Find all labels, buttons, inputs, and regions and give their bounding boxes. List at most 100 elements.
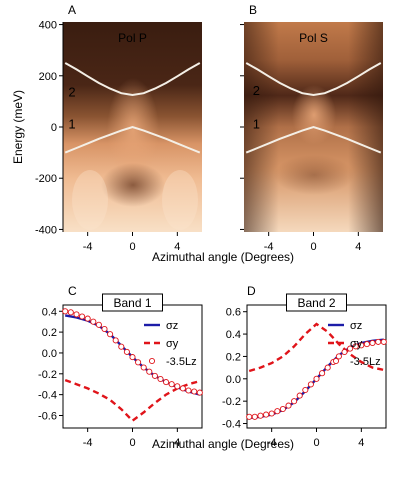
panel-c-series-2-point [79, 313, 86, 320]
panel-d-title-box [286, 293, 347, 312]
panel-d-series-2-point [257, 412, 264, 419]
top-x-axis-label: Azimuthal angle (Degrees) [152, 250, 294, 264]
panel-d-series-2-point [352, 343, 359, 350]
panel-c-series-2-point [129, 354, 136, 361]
panel-d-ytick-label: -0.2 [222, 396, 241, 408]
panel-c-series-2-point [140, 364, 147, 371]
panel-a-xtick-label: -4 [83, 241, 93, 253]
panel-d-series-2-point [369, 339, 376, 347]
panel-d-legend-swatch-lz [332, 357, 340, 365]
panel-c-series-2-point [84, 315, 91, 322]
panel-d-legend-label: σy [350, 338, 363, 350]
panel-a-letter: A [68, 3, 76, 17]
panel-d-series-2-point [313, 375, 320, 382]
panel-d-series-2-point [358, 342, 365, 349]
panel-b-band-1-curve [245, 125, 382, 154]
panel-b-title: Pol S [299, 31, 328, 45]
panel-a-band-label: 1 [68, 116, 75, 131]
panel-c-series-2-point [151, 372, 158, 379]
panel-c-legend-label: σz [166, 320, 178, 332]
panel-d-xtick-label: 4 [358, 437, 364, 449]
panel-d-series-2-point [319, 370, 326, 377]
panel-c-series-2-point [101, 325, 108, 333]
panel-d-xtick-label: 0 [313, 437, 319, 449]
panel-d-series-2-point [302, 386, 309, 394]
panel-d-series-2-point [251, 413, 258, 420]
panel-c-series-2-point [73, 311, 80, 318]
panel-c-series-2-point [196, 389, 203, 396]
panel-c-series-2-point [95, 321, 102, 328]
panel-d-ytick-label: 0.0 [226, 374, 241, 386]
panel-d-series-2-point [341, 348, 348, 356]
panel-d-series-2-point [291, 398, 298, 405]
bottom-x-axis-label: Azimuthal angle (Degrees) [152, 437, 294, 451]
panel-b-letter: B [249, 3, 257, 17]
panel-c-series-2-point [90, 318, 97, 325]
panel-c-series-2-point [107, 331, 114, 338]
panel-d-ytick-label: 0.2 [226, 351, 241, 363]
panel-c-series-2-point [146, 368, 153, 375]
panel-d-series-2-point [307, 381, 314, 388]
panel-c-letter: C [68, 284, 77, 298]
panel-d-series-2-point [375, 338, 382, 345]
panel-d-series-2-point [246, 413, 253, 420]
panel-a-ytick-label: 0 [51, 122, 57, 134]
panel-a-band-label: 2 [68, 84, 75, 99]
panel-c-ytick-label: 0.4 [42, 306, 57, 318]
panel-b-xtick-label: -4 [264, 241, 274, 253]
panel-c-ytick-label: 0.2 [42, 327, 57, 339]
panel-d-series-2-point [347, 345, 354, 352]
panel-d-series-2-point [363, 341, 370, 348]
panel-c-ytick-label: 0.0 [42, 348, 57, 360]
panel-d-series-2-point [324, 364, 331, 371]
panel-c-series-2-point [67, 309, 74, 316]
panel-d-series-2-point [380, 338, 387, 345]
panel-d-series-2-point [279, 405, 286, 413]
panel-c-series-2-point [185, 387, 192, 394]
panel-d-series-2-point [285, 402, 292, 409]
panel-d-ytick-label: 0.4 [226, 329, 241, 341]
panel-c-xtick-label: 0 [129, 437, 135, 449]
panel-c-title: Band 1 [113, 296, 151, 310]
panel-a-band-2-curve [64, 62, 201, 97]
panel-d-xtick-label: -4 [267, 437, 277, 449]
panel-c-legend-swatch-lz [148, 357, 156, 365]
panel-c-ytick-label: -0.2 [38, 369, 57, 381]
panel-a-ytick-label: -400 [35, 224, 57, 236]
panel-a-ytick-label: 200 [39, 71, 57, 83]
panel-b-band-label: 1 [253, 116, 260, 131]
panel-d-series-2-point [263, 411, 270, 418]
panel-a-ytick-label: 400 [39, 20, 57, 32]
panel-c-title-box [102, 293, 163, 312]
panel-c-series-2-point [174, 383, 181, 390]
panel-c-legend-label: -3.5Lz [166, 356, 197, 368]
panel-a-band-1-curve [64, 125, 201, 154]
panel-c-series-2-point [112, 337, 119, 344]
panel-b-band-2-curve [245, 62, 382, 97]
panel-c-xtick-label: -4 [83, 437, 93, 449]
panel-a-ytick-label: -200 [35, 173, 57, 185]
panel-c-series-2-point [191, 388, 198, 395]
panel-d-series-2-point [274, 408, 281, 415]
panel-c-series-2-point [123, 348, 130, 355]
panel-a-heatmap [63, 22, 202, 232]
panel-a-xtick-label: 0 [129, 241, 135, 253]
panel-c-legend-label: σy [166, 338, 179, 350]
panel-d-ytick-label: 0.6 [226, 307, 241, 319]
panel-b-band-label: 2 [253, 83, 260, 98]
panel-a-xtick-label: 4 [174, 241, 180, 253]
panel-c-series-2-point [135, 359, 142, 366]
panel-c-series-2-point [179, 385, 186, 392]
panel-d-series-1-line [248, 322, 385, 373]
panel-c-series-2-point [163, 379, 170, 386]
panel-c-series-2-point [118, 343, 125, 350]
panel-b-xtick-label: 4 [355, 241, 361, 253]
panel-d-legend-label: σz [350, 320, 362, 332]
panel-d-series-2-point [296, 392, 303, 399]
panel-c-series-2-point [157, 375, 164, 383]
top-y-axis-label: Energy (meV) [11, 90, 25, 164]
panel-c-xtick-label: 4 [174, 437, 180, 449]
panel-b-xtick-label: 0 [310, 241, 316, 253]
panel-d-series-2-point [335, 353, 342, 360]
